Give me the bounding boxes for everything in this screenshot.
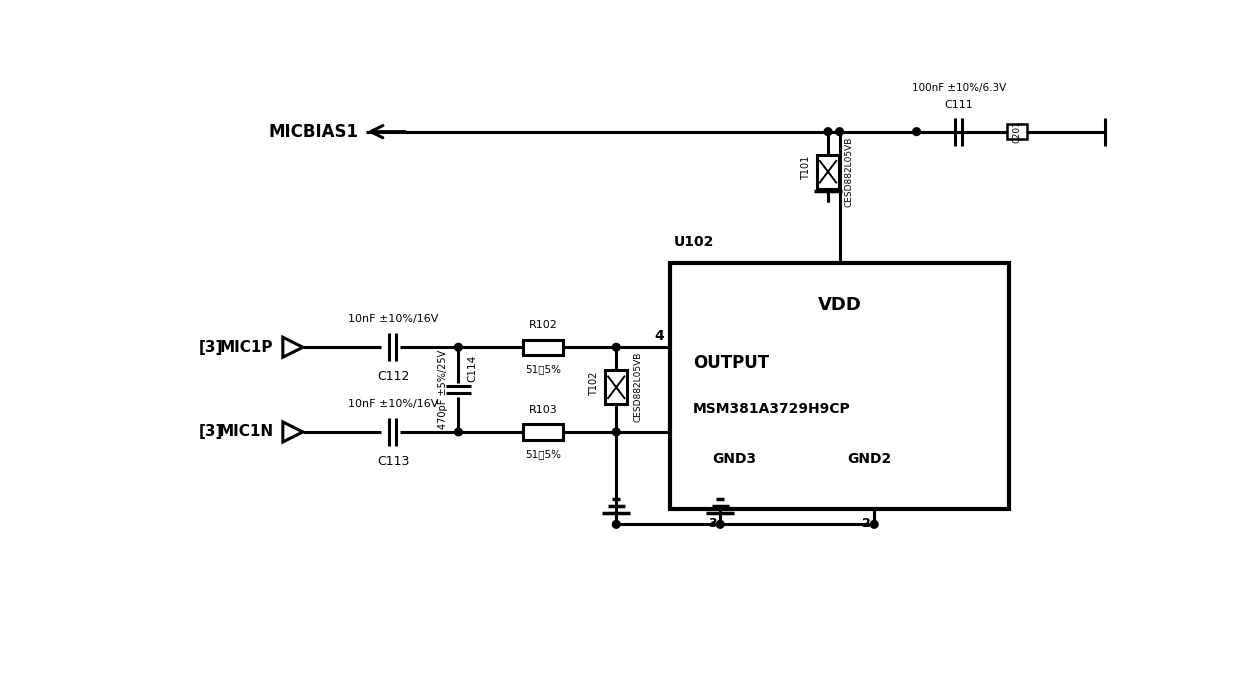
- Bar: [523, 424, 563, 440]
- Text: U102: U102: [675, 235, 714, 249]
- Text: 0201: 0201: [1012, 120, 1022, 143]
- Text: VDD: VDD: [817, 296, 862, 314]
- Polygon shape: [283, 422, 303, 442]
- Text: 10nF ±10%/16V: 10nF ±10%/16V: [347, 399, 438, 409]
- Text: CESD882L05VB: CESD882L05VB: [634, 352, 642, 422]
- Circle shape: [613, 428, 620, 436]
- Text: C113: C113: [377, 455, 409, 468]
- Text: MSM381A3729H9CP: MSM381A3729H9CP: [693, 402, 851, 416]
- Text: 51΢5%: 51΢5%: [525, 364, 560, 374]
- Circle shape: [913, 128, 920, 135]
- Text: T101: T101: [801, 156, 811, 180]
- Text: 470pF ±5%/25V: 470pF ±5%/25V: [438, 350, 448, 429]
- Text: OUTPUT: OUTPUT: [693, 354, 769, 372]
- Text: R103: R103: [528, 405, 558, 415]
- Text: GND3: GND3: [713, 452, 756, 466]
- Text: R102: R102: [528, 320, 558, 330]
- Text: 3: 3: [708, 517, 717, 530]
- Circle shape: [836, 128, 843, 135]
- Bar: [1007, 124, 1027, 139]
- Circle shape: [613, 520, 620, 528]
- Text: C114: C114: [467, 355, 477, 382]
- Text: 100nF ±10%/6.3V: 100nF ±10%/6.3V: [911, 83, 1006, 93]
- Text: MIC1P: MIC1P: [219, 340, 274, 355]
- Circle shape: [455, 343, 463, 351]
- Text: [3]: [3]: [200, 340, 223, 355]
- Text: C111: C111: [945, 100, 973, 110]
- Text: C112: C112: [377, 371, 409, 384]
- Text: CESD882L05VB: CESD882L05VB: [844, 137, 854, 207]
- Text: GND2: GND2: [847, 452, 892, 466]
- Text: 10nF ±10%/16V: 10nF ±10%/16V: [347, 314, 438, 324]
- Bar: [670, 262, 1009, 509]
- Text: [3]: [3]: [200, 424, 223, 439]
- Text: 51΢5%: 51΢5%: [525, 449, 560, 459]
- Text: T102: T102: [589, 371, 599, 396]
- Text: MIC1N: MIC1N: [218, 424, 274, 439]
- Circle shape: [717, 520, 724, 528]
- Circle shape: [825, 128, 832, 135]
- Bar: [523, 339, 563, 355]
- Bar: [605, 371, 627, 404]
- Bar: [817, 155, 838, 188]
- Text: 2: 2: [862, 517, 870, 530]
- Text: 4: 4: [655, 328, 663, 343]
- Text: MICBIAS1: MICBIAS1: [268, 122, 358, 141]
- Circle shape: [613, 343, 620, 351]
- Polygon shape: [283, 337, 303, 357]
- Circle shape: [870, 520, 878, 528]
- Circle shape: [455, 428, 463, 436]
